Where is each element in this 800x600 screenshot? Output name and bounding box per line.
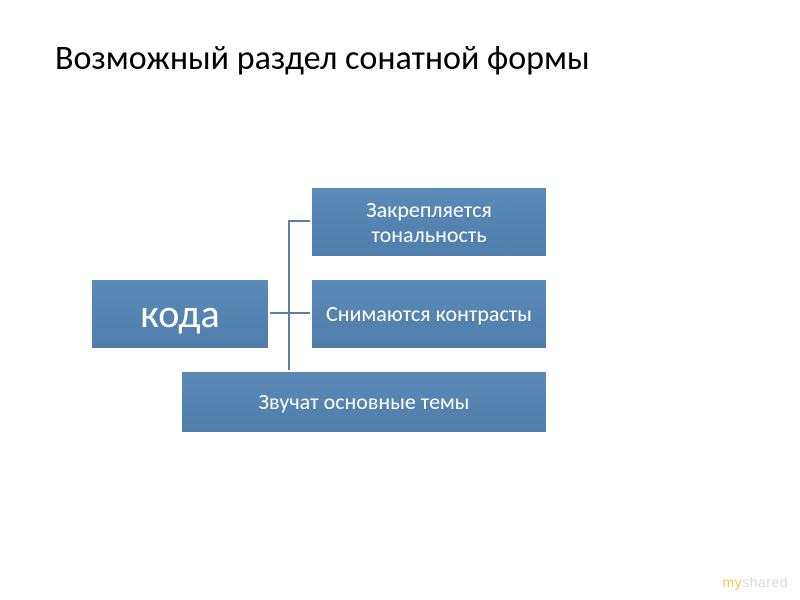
connector-to-child-0	[288, 220, 310, 222]
child-label-1: Снимаются контрасты	[326, 301, 532, 326]
page-title: Возможный раздел сонатной формы	[55, 38, 590, 79]
child-label-0: Закрепляется тональность	[322, 197, 536, 248]
root-node-coda: кода	[90, 278, 270, 350]
slide: Возможный раздел сонатной формы кода Зак…	[0, 0, 800, 600]
connector-root-to-trunk	[270, 312, 310, 314]
child-node-tonality: Закрепляется тональность	[310, 186, 548, 258]
watermark-prefix: my	[723, 574, 743, 590]
child-label-2: Звучат основные темы	[259, 389, 470, 414]
child-node-themes: Звучат основные темы	[180, 370, 548, 434]
watermark-rest: shared	[742, 574, 788, 590]
watermark: myshared	[723, 574, 788, 590]
root-label: кода	[140, 291, 219, 337]
child-node-contrasts: Снимаются контрасты	[310, 278, 548, 350]
